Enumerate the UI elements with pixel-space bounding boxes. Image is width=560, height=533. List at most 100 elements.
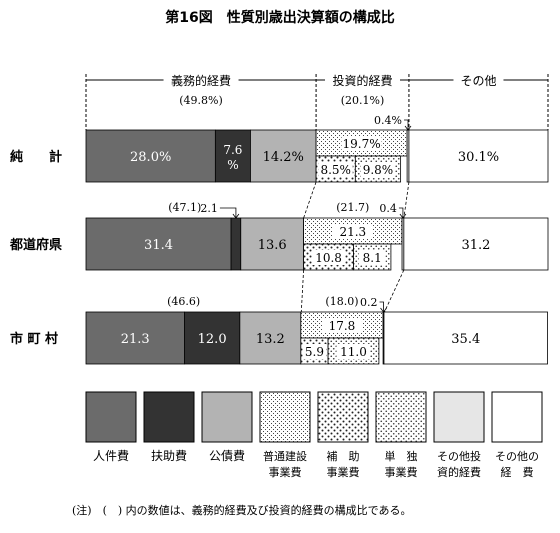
value-label-fujohi-unit: % <box>227 158 238 172</box>
chart-title: 第16図 性質別歳出決算額の構成比 <box>165 9 394 26</box>
callout-arrow-sonota-toushi <box>404 125 412 131</box>
value-label-sonota: 35.4 <box>451 332 480 347</box>
header-label-bg-0 <box>163 72 239 88</box>
legend-label: 事業費 <box>269 465 302 479</box>
legend-swatch <box>317 391 369 443</box>
construction-label-bg <box>341 136 382 151</box>
legend-item: 扶助費 <box>143 391 195 463</box>
legend-swatch <box>433 391 485 443</box>
bar-segment-fujohi <box>184 311 241 365</box>
value-label-hojo-jigyo-bg <box>318 162 353 177</box>
value-label-jinkenhi: 28.0% <box>130 150 171 165</box>
legend-label: 人件費 <box>93 448 129 463</box>
bar-segment-jinkenhi <box>85 217 232 271</box>
legend-label: その他投 <box>437 449 481 463</box>
legend-label: その他の <box>495 450 539 463</box>
mandatory-total-label: (46.6) <box>167 295 200 308</box>
value-label-sonota-toushi: 0.4% <box>374 114 402 127</box>
value-label-hojo-jigyo-bg <box>302 344 327 359</box>
legend-swatch <box>201 391 253 443</box>
value-label-sonota: 30.1% <box>458 150 499 165</box>
callout-line-sonota-toushi <box>404 119 409 130</box>
legend-label: 公債費 <box>209 448 245 463</box>
legend-label: 事業費 <box>327 465 360 479</box>
legend-label: 資的経費 <box>437 465 481 479</box>
callout-line-fujohi <box>219 207 237 218</box>
legend-swatch <box>259 391 311 443</box>
header-label-bg-2 <box>453 72 504 88</box>
value-label-futsu-kensetsu: 19.7% <box>343 137 381 151</box>
legend-label: 経 費 <box>501 465 534 479</box>
mandatory-total-label: (47.1) <box>168 201 201 214</box>
category-label: 都道府県 <box>9 237 62 253</box>
header-label-bg-1 <box>325 72 401 88</box>
bar-segment-sonota <box>403 217 549 271</box>
value-label-sonota: 31.2 <box>461 238 490 253</box>
legend-label: 補 助 <box>327 449 360 463</box>
value-label-futsu-kensetsu: 21.3 <box>339 225 366 239</box>
value-label-tandoku-jigyo: 8.1 <box>363 251 382 265</box>
legend-swatch <box>143 391 195 443</box>
callout-arrow-sonota-toushi <box>399 213 407 219</box>
value-label-kosaihi: 13.2 <box>256 332 285 347</box>
bar-segment-kosaihi <box>250 129 317 183</box>
value-label-hojo-jigyo: 10.8 <box>315 251 342 265</box>
group-header-share: (20.1%) <box>341 94 385 107</box>
value-label-kosaihi: 14.2% <box>263 150 304 165</box>
bar-row: 市 町 村 21.3 12.0 13.2 17.8 5.9 11.0 35.4 0.2 (46.6… <box>10 295 548 365</box>
value-label-sonota-toushi: 0.2 <box>360 296 378 309</box>
value-label-fujohi: 7.6 <box>223 143 242 157</box>
investment-total-label: (18.0) <box>325 295 358 308</box>
value-label-jinkenhi: 31.4 <box>144 238 173 253</box>
construction-label-bg <box>332 224 373 239</box>
category-label: 純 計 <box>10 149 62 165</box>
value-label-tandoku-jigyo-bg <box>358 250 386 265</box>
group-header-label: 義務的経費 <box>171 73 231 88</box>
connector-mandatory <box>300 269 305 313</box>
bar-rows: 純 計 28.0% 7.6% 14.2% 19.7% 8.5% 9.8% 30.1% 0.4% 都… <box>9 114 549 365</box>
chart-note: (注) ( ) 内の数値は、義務的経費及び投資的経費の構成比である。 <box>72 503 412 517</box>
bar-segment-fujohi <box>230 217 242 271</box>
group-header-label: 投資的経費 <box>332 73 392 88</box>
bar-segment-sonota <box>383 311 548 365</box>
value-label-hojo-jigyo: 8.5% <box>320 163 351 177</box>
callout-line-sonota-toushi <box>379 301 384 312</box>
bar-segment-kosaihi <box>240 217 305 271</box>
bar-segment-jinkenhi <box>85 311 185 365</box>
value-label-tandoku-jigyo-bg <box>336 344 371 359</box>
callout-arrow-sonota-toushi <box>380 307 387 313</box>
group-header-share: (49.8%) <box>179 94 223 107</box>
legend-swatch <box>491 391 543 443</box>
connector-investment <box>403 181 410 219</box>
investment-total-label: (21.7) <box>336 201 369 214</box>
legend-label: 普通建設 <box>263 449 307 463</box>
connector-investment <box>384 269 405 313</box>
callout-arrow-fujohi <box>232 213 240 219</box>
value-label-tandoku-jigyo: 9.8% <box>363 163 394 177</box>
legend-label: 単 独 <box>385 449 418 463</box>
callout-line-sonota-toushi <box>398 207 404 218</box>
value-label-fujohi: 12.0 <box>198 332 227 347</box>
value-label-jinkenhi: 21.3 <box>121 332 150 347</box>
legend-item: 公債費 <box>201 391 253 463</box>
connector-mandatory <box>303 181 317 219</box>
value-label-hojo-jigyo: 5.9 <box>305 345 324 359</box>
group-headers: 義務的経費 (49.8%) 投資的経費 (20.1%) その他 <box>85 72 549 130</box>
legend-label: 扶助費 <box>151 448 187 463</box>
bar-row: 都道府県 31.4 2.1 13.6 21.3 10.8 8.1 31.2 0.4 (47.1) (… <box>9 201 549 271</box>
construction-label-bg <box>321 318 362 333</box>
bar-segment-sonota <box>408 129 549 183</box>
value-label-hojo-jigyo-bg <box>311 250 346 265</box>
legend-item: 人件費 <box>85 391 137 463</box>
group-header-label: その他 <box>460 74 496 88</box>
bar-row: 純 計 28.0% 7.6% 14.2% 19.7% 8.5% 9.8% 30.1% 0.4% <box>10 114 549 183</box>
value-label-futsu-kensetsu: 17.8 <box>329 319 356 333</box>
